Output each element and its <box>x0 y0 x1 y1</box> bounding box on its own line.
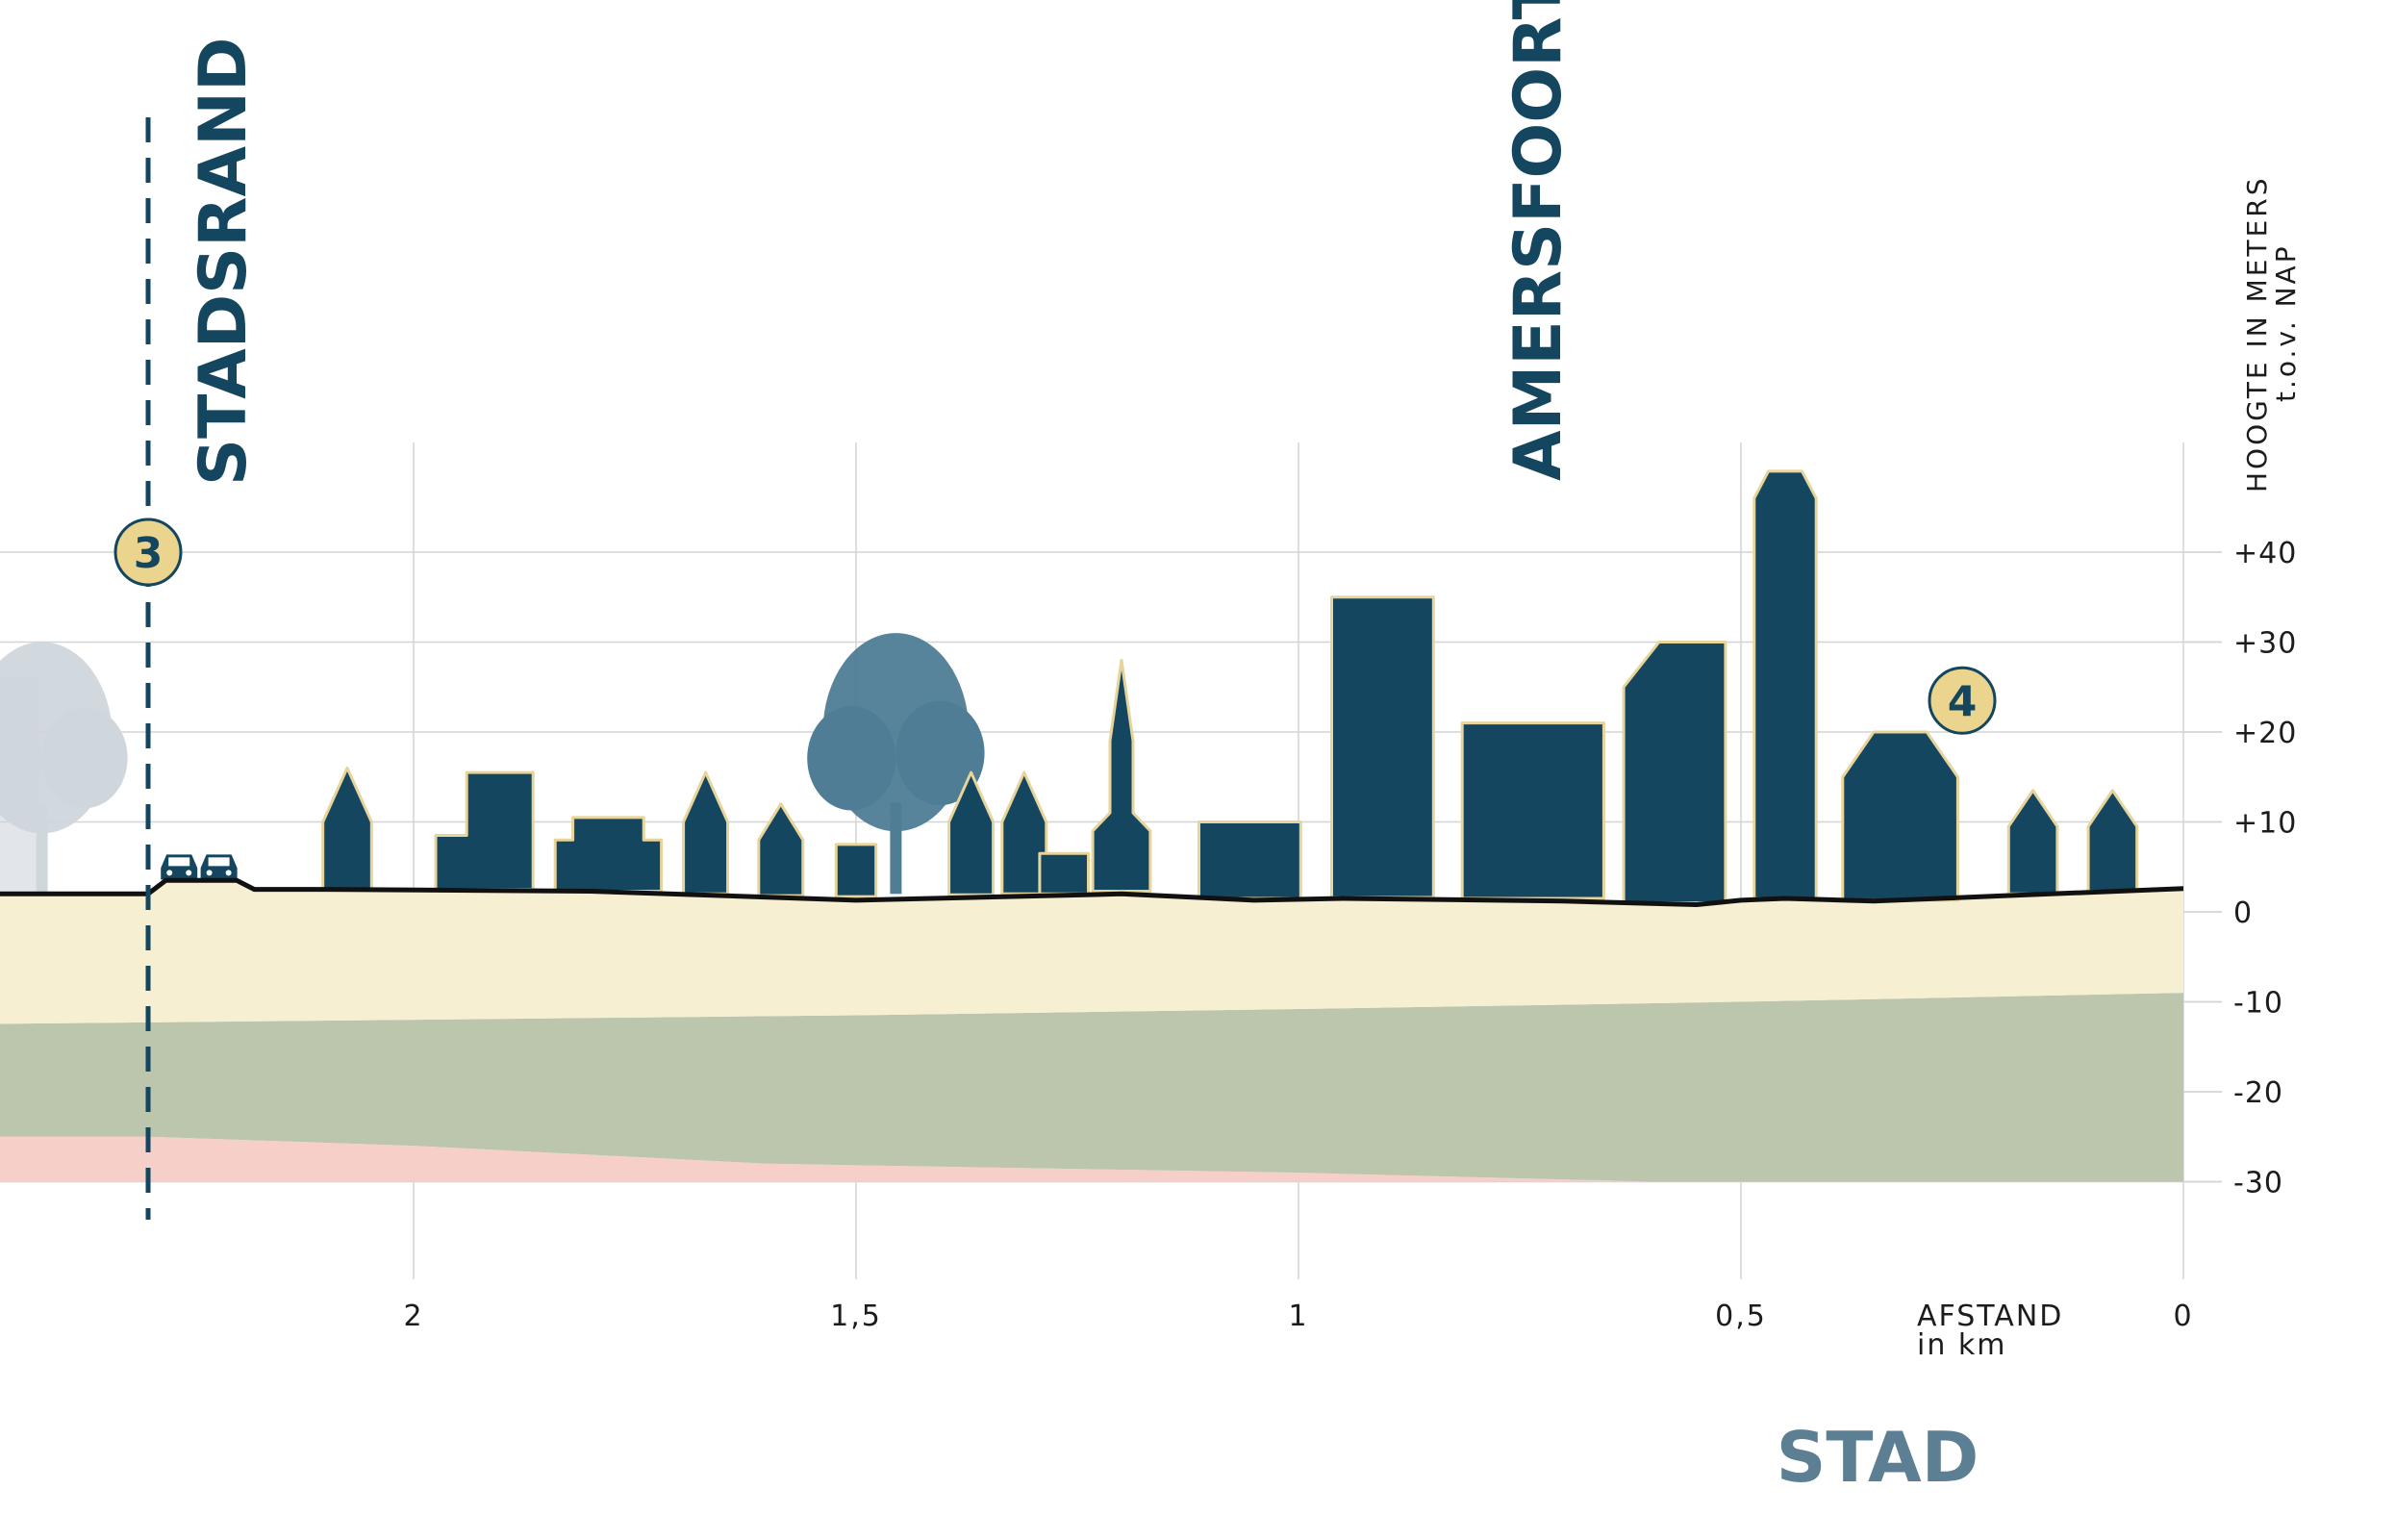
zone-label: STAD <box>1777 1417 1979 1498</box>
building-icon <box>321 766 373 892</box>
y-axis-title-line1: HOOGTE IN METERS <box>2241 175 2273 492</box>
x-axis-title-line1: AFSTAND <box>1917 1300 2063 1333</box>
building-icon <box>1622 641 1727 905</box>
marker-circle <box>113 518 183 587</box>
x-tick-label: 2 <box>403 1300 423 1333</box>
building-icon <box>2086 789 2139 893</box>
y-tick-label: +30 <box>2233 627 2297 661</box>
ground-surface <box>0 877 2184 908</box>
tree-crown-right <box>895 700 985 806</box>
building-icon <box>1038 851 1090 896</box>
car-light <box>225 870 232 876</box>
car-window <box>208 857 230 867</box>
x-axis-ticks: 2 1,5 1 0,5 0 <box>403 1300 2193 1333</box>
surface-line <box>0 877 2184 908</box>
y-tick-label: -10 <box>2233 987 2283 1021</box>
background-tree-icon <box>0 677 38 895</box>
clay-peat-layer <box>0 993 2183 1182</box>
building-icon <box>1330 595 1435 899</box>
y-tick-label: -20 <box>2233 1076 2283 1110</box>
city-edge-label: STADSRAND <box>186 38 262 486</box>
building-icon <box>1841 730 1959 902</box>
church-tower-icon <box>1091 658 1152 893</box>
trees <box>0 633 985 895</box>
cars <box>161 854 238 880</box>
city-label: AMERSFOORT <box>1500 0 1576 481</box>
car-light <box>166 870 173 876</box>
deep-sand-layer <box>0 1136 2183 1182</box>
building-icon <box>1752 469 1818 900</box>
buildings <box>321 469 2139 905</box>
car-light <box>206 870 213 876</box>
x-tick-label: 1 <box>1288 1300 1308 1333</box>
marker-label: 3 <box>134 529 164 578</box>
marker-circle <box>1928 666 1997 735</box>
building-icon <box>1198 820 1302 900</box>
y-tick-label: +20 <box>2233 717 2297 750</box>
topsoil-layer <box>0 880 2183 1024</box>
marker-label: 4 <box>1948 677 1978 726</box>
building-icon <box>2006 789 2059 896</box>
y-tick-label: +40 <box>2233 537 2297 570</box>
car-light <box>186 870 192 876</box>
markers: 34 <box>113 518 1997 735</box>
x-tick-label: 1,5 <box>830 1300 882 1333</box>
car-window <box>168 857 190 867</box>
building-icon <box>682 770 730 896</box>
tree-crown-left <box>807 706 896 811</box>
x-tick-label: 0,5 <box>1715 1300 1767 1333</box>
y-tick-label: -30 <box>2233 1167 2283 1200</box>
building-icon <box>757 802 805 897</box>
y-tick-label: 0 <box>2233 896 2253 930</box>
building-icon <box>434 770 535 892</box>
x-axis-title-line2: in km <box>1917 1328 2006 1362</box>
y-axis-title-line2: t.o.v. NAP <box>2270 243 2302 402</box>
building-icon <box>553 816 664 893</box>
x-tick-label: 0 <box>2173 1300 2193 1333</box>
y-tick-label: +10 <box>2233 807 2297 841</box>
building-icon <box>834 843 878 898</box>
building-icon <box>1460 721 1605 900</box>
soil-layers <box>0 880 2183 1182</box>
tree-crown-right <box>41 707 128 809</box>
y-axis-ticks: +40 +30 +20 +10 0 -10 -20 -30 <box>2183 537 2297 1200</box>
